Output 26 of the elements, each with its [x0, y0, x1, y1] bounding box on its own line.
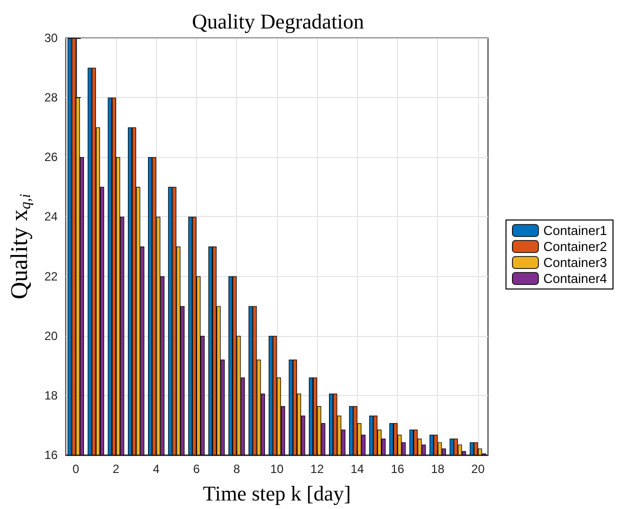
- chart-title: Quality Degradation: [192, 10, 365, 34]
- y-tick-label: 24: [44, 210, 58, 224]
- y-tick-label: 28: [44, 90, 58, 105]
- x-tick-label: 8: [233, 462, 240, 476]
- x-tick-label: 20: [471, 462, 485, 476]
- x-tick-label: 4: [152, 462, 160, 476]
- x-axis-title: Time step k [day]: [202, 482, 351, 506]
- x-tick-label: 18: [431, 462, 445, 476]
- x-tick-label: 14: [350, 462, 364, 476]
- x-tick-label: 10: [270, 462, 284, 476]
- y-tick-label: 26: [44, 150, 58, 164]
- y-tick-label: 22: [44, 269, 58, 284]
- x-tick-label: 2: [112, 462, 120, 476]
- x-tick-label: 12: [310, 462, 324, 476]
- x-tick-label: 0: [72, 462, 80, 476]
- y-tick-label: 16: [44, 448, 58, 462]
- x-tick-label: 16: [390, 462, 405, 476]
- legend-label: Container2: [543, 239, 608, 254]
- legend-label: Container3: [543, 255, 608, 270]
- legend-label: Container4: [543, 271, 608, 286]
- y-tick-label: 18: [44, 388, 58, 402]
- x-tick-label: 6: [193, 462, 200, 476]
- y-tick-label: 30: [44, 31, 58, 45]
- legend-label: Container1: [543, 223, 608, 238]
- y-axis-title: Quality xq,i: [7, 194, 34, 300]
- y-tick-label: 20: [44, 328, 58, 343]
